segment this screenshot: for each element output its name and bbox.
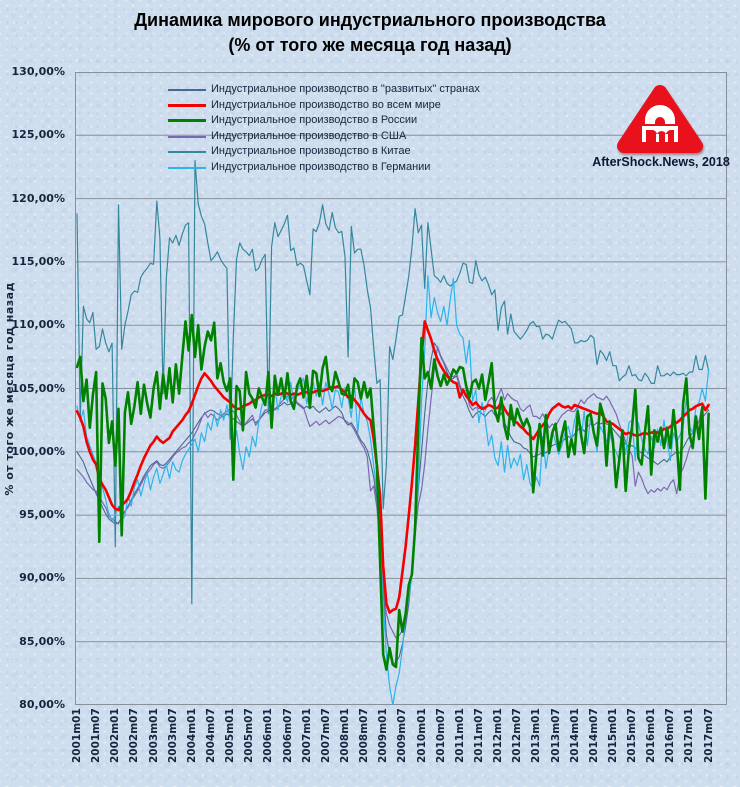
x-tick-label: 2008m07 xyxy=(358,708,371,763)
legend-line-swatch xyxy=(168,88,206,91)
legend-line-swatch xyxy=(168,103,206,107)
x-tick-label: 2005m07 xyxy=(243,708,256,763)
y-tick-label: 115,00% xyxy=(11,254,65,268)
x-tick-label: 2012m01 xyxy=(492,708,505,763)
x-tick-label: 2004m01 xyxy=(185,708,198,763)
y-tick-label: 130,00% xyxy=(11,65,65,78)
y-axis-title: % от того же месяца год назад xyxy=(2,281,16,496)
x-tick-label: 2006m07 xyxy=(281,708,294,763)
plot-area xyxy=(75,72,727,705)
x-tick-label: 2003m07 xyxy=(166,708,179,763)
legend-item-developed: Индустриальное производство в "развитых"… xyxy=(168,82,480,98)
x-tick-label: 2010m07 xyxy=(434,708,447,763)
y-tick-label: 80,00% xyxy=(19,698,65,711)
x-tick-label: 2017m07 xyxy=(702,708,715,763)
y-tick-label: 90,00% xyxy=(19,571,65,585)
x-tick-label: 2015m01 xyxy=(606,708,619,763)
legend-item-usa: Индустриальное производство в США xyxy=(168,129,480,145)
legend-label: Индустриальное производство в США xyxy=(211,129,407,142)
x-tick-label: 2008m01 xyxy=(338,708,351,763)
x-tick-label: 2012m07 xyxy=(511,708,524,763)
x-tick-label: 2009m07 xyxy=(396,708,409,763)
legend-label: Индустриальное производство в Китае xyxy=(211,145,411,158)
x-tick-label: 2002m01 xyxy=(109,708,122,763)
y-tick-label: 85,00% xyxy=(19,634,65,648)
legend-item-russia: Индустриальное производство в России xyxy=(168,113,480,129)
x-tick-label: 2007m07 xyxy=(319,708,332,763)
legend-label: Индустриальное производство в "развитых"… xyxy=(211,83,480,95)
y-tick-label: 120,00% xyxy=(11,191,65,205)
x-tick-label: 2003m01 xyxy=(147,708,160,763)
y-tick-label: 125,00% xyxy=(11,128,65,142)
x-tick-label: 2006m01 xyxy=(262,708,275,763)
legend-line-swatch xyxy=(168,166,206,169)
x-tick-label: 2007m01 xyxy=(300,708,313,763)
legend-label: Индустриальное производство в Германии xyxy=(211,160,431,173)
legend-label: Индустриальное производство в России xyxy=(211,114,418,127)
x-tick-label: 2017m01 xyxy=(683,708,696,763)
legend-item-world: Индустриальное производство во всем мире xyxy=(168,98,480,114)
aftershock-logo-icon xyxy=(617,85,703,153)
x-tick-label: 2016m07 xyxy=(664,708,677,763)
chart-title-line2: (% от того же месяца год назад) xyxy=(228,35,512,55)
y-tick-label: 100,00% xyxy=(11,444,65,458)
x-tick-label: 2013m07 xyxy=(549,708,562,763)
chart-title-line1: Динамика мирового индустриального произв… xyxy=(134,10,606,30)
x-tick-label: 2011m01 xyxy=(453,708,466,763)
x-tick-label: 2013m01 xyxy=(530,708,543,763)
watermark-text: AfterShock.News, 2018 xyxy=(592,155,730,169)
legend-label: Индустриальное производство во всем мире xyxy=(211,98,441,111)
x-tick-label: 2016m01 xyxy=(645,708,658,763)
x-tick-label: 2009m01 xyxy=(377,708,390,763)
page-title: Динамика мирового индустриального произв… xyxy=(0,8,740,58)
chart-canvas xyxy=(75,72,727,705)
legend: Индустриальное производство в "развитых"… xyxy=(168,82,480,176)
x-tick-label: 2010m01 xyxy=(415,708,428,763)
legend-item-china: Индустриальное производство в Китае xyxy=(168,144,480,160)
x-tick-label: 2014m01 xyxy=(568,708,581,763)
x-tick-label: 2014m07 xyxy=(587,708,600,763)
legend-line-swatch xyxy=(168,135,206,138)
legend-item-germany: Индустриальное производство в Германии xyxy=(168,160,480,176)
x-tick-label: 2001m07 xyxy=(90,708,103,763)
x-tick-label: 2015m07 xyxy=(626,708,639,763)
x-tick-label: 2004m07 xyxy=(204,708,217,763)
legend-line-swatch xyxy=(168,119,206,123)
x-tick-label: 2001m01 xyxy=(71,708,83,763)
x-tick-label: 2002m07 xyxy=(128,708,141,763)
y-tick-label: 110,00% xyxy=(11,318,65,332)
x-tick-label: 2005m01 xyxy=(224,708,237,763)
y-tick-label: 105,00% xyxy=(11,381,65,395)
y-tick-label: 95,00% xyxy=(19,508,65,522)
x-tick-label: 2011m07 xyxy=(472,708,485,763)
legend-line-swatch xyxy=(168,151,206,154)
